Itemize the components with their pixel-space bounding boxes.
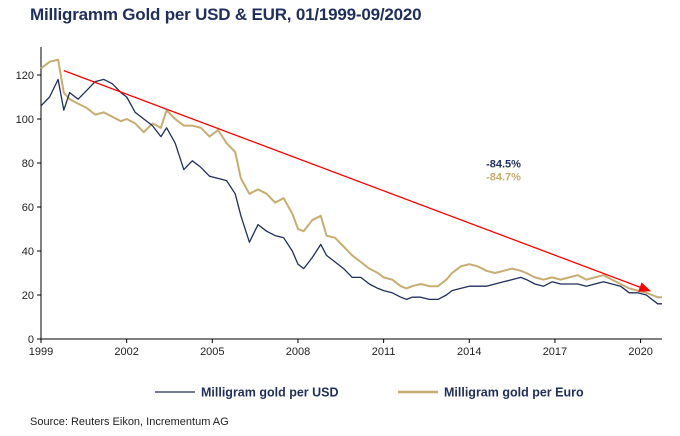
y-tick-label: 0 — [28, 334, 34, 346]
y-tick-label: 40 — [22, 246, 34, 258]
x-tick-label: 2008 — [286, 346, 310, 358]
y-tick-label: 60 — [22, 202, 34, 214]
series-line-usd — [40, 78, 662, 305]
legend-label-usd: Milligram gold per USD — [201, 386, 339, 400]
y-tick-label: 80 — [22, 158, 34, 170]
chart-title: Milligramm Gold per USD & EUR, 01/1999-0… — [30, 5, 422, 24]
x-tick-label: 2014 — [457, 346, 481, 358]
x-tick-label: 1999 — [29, 346, 53, 358]
annotation-euro-change: -84.7% — [486, 172, 521, 184]
annotation-usd-change: -84.5% — [486, 158, 521, 170]
source-note: Source: Reuters Eikon, Incrementum AG — [30, 416, 229, 428]
y-tick-label: 100 — [16, 114, 34, 126]
x-tick-label: 2020 — [628, 346, 652, 358]
y-tick-label: 120 — [16, 70, 34, 82]
x-tick-label: 2017 — [543, 346, 567, 358]
series-line-euro — [40, 58, 662, 299]
trend-arrow — [63, 69, 652, 292]
y-tick-label: 20 — [22, 290, 34, 302]
x-tick-label: 2011 — [372, 346, 396, 358]
x-tick-label: 2005 — [200, 346, 224, 358]
x-tick-label: 2002 — [114, 346, 138, 358]
legend-label-euro: Milligram gold per Euro — [444, 386, 584, 400]
